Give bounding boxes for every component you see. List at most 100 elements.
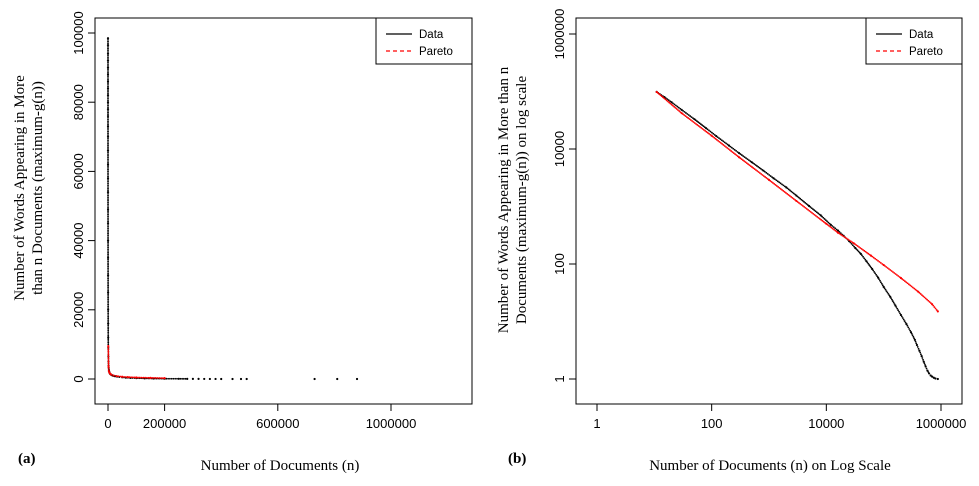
point-data-a — [107, 158, 109, 161]
point-data-b — [745, 157, 747, 160]
point-pareto-a — [110, 373, 113, 376]
point-data-a — [107, 180, 109, 183]
point-data-b — [891, 298, 893, 301]
point-data-a — [107, 39, 109, 41]
point-pareto-a — [107, 360, 110, 363]
point-data-a — [107, 175, 109, 178]
point-data-a — [182, 377, 185, 380]
point-data-a — [107, 251, 109, 254]
point-data-b — [871, 267, 874, 271]
x-tick-label-b: 10000 — [808, 416, 844, 431]
point-data-a — [107, 104, 109, 107]
point-data-b — [756, 165, 758, 167]
point-data-b — [774, 178, 776, 181]
series-pareto-b — [655, 90, 939, 313]
point-data-b — [733, 148, 736, 151]
point-data-b — [769, 175, 772, 177]
y-tick-label-a: 0 — [71, 375, 86, 382]
point-data-b — [924, 365, 927, 368]
point-data-a — [220, 377, 223, 381]
point-data-a — [107, 224, 109, 226]
point-data-b — [879, 279, 881, 282]
legend-a: Data Pareto — [375, 17, 473, 65]
point-data-a — [107, 165, 109, 168]
point-pareto-a — [125, 376, 127, 378]
point-pareto-b — [854, 243, 856, 246]
point-pareto-b — [919, 293, 922, 295]
point-data-a — [106, 191, 110, 194]
point-data-b — [824, 219, 827, 222]
point-data-b — [766, 173, 769, 175]
point-pareto-b — [842, 235, 845, 238]
point-data-a — [106, 222, 110, 225]
point-data-a — [107, 298, 110, 301]
y-axis-title-b-line-2: Documents (maximum-g(n)) on log scale — [514, 76, 530, 325]
point-data-a — [107, 111, 109, 114]
point-data-b — [772, 177, 775, 180]
point-data-b — [835, 228, 838, 231]
point-data-a — [107, 231, 109, 233]
point-data-b — [690, 116, 693, 119]
point-data-b — [920, 353, 922, 356]
point-pareto-a — [107, 345, 110, 348]
point-data-b — [934, 377, 937, 380]
point-data-a — [107, 173, 109, 176]
legend-label-pareto-b: Pareto — [909, 46, 943, 58]
point-data-b — [801, 199, 804, 202]
point-data-b — [855, 248, 858, 251]
point-pareto-b — [866, 251, 868, 254]
point-data-a — [107, 300, 110, 303]
point-pareto-b — [894, 273, 897, 275]
point-data-a — [106, 163, 110, 166]
point-data-a — [107, 58, 109, 60]
point-data-a — [107, 198, 109, 200]
point-pareto-b — [664, 98, 667, 101]
point-pareto-b — [889, 269, 892, 271]
point-data-a — [107, 291, 110, 294]
y-tick-label-a: 80000 — [71, 84, 86, 120]
point-data-a — [107, 215, 109, 218]
point-data-a — [172, 377, 175, 380]
point-data-b — [850, 242, 853, 245]
y-tick-label-b: 1 — [552, 375, 567, 382]
panel-label-a: (a) — [18, 451, 36, 467]
point-data-a — [107, 334, 110, 337]
point-data-a — [107, 205, 109, 207]
point-data-a — [313, 377, 316, 381]
point-data-a — [107, 270, 109, 273]
point-pareto-b — [867, 252, 870, 255]
point-pareto-b — [785, 192, 787, 194]
point-pareto-b — [813, 213, 816, 216]
point-data-a — [107, 160, 109, 162]
point-data-b — [901, 317, 904, 319]
point-data-b — [915, 343, 919, 347]
point-data-a — [107, 139, 109, 142]
point-data-a — [107, 229, 109, 232]
point-data-a — [184, 377, 187, 380]
point-pareto-b — [841, 234, 844, 237]
point-pareto-b — [727, 148, 730, 150]
point-data-b — [702, 125, 705, 128]
point-pareto-b — [878, 260, 881, 263]
point-pareto-b — [899, 276, 903, 280]
point-data-a — [107, 153, 109, 156]
point-pareto-b — [687, 117, 690, 119]
point-data-b — [792, 192, 795, 195]
point-data-a — [107, 71, 109, 74]
point-data-a — [107, 203, 109, 206]
point-pareto-b — [839, 233, 842, 236]
point-data-a — [107, 103, 109, 105]
point-pareto-b — [674, 106, 677, 109]
point-data-a — [107, 340, 110, 342]
point-data-a — [107, 277, 109, 280]
point-pareto-b — [762, 175, 765, 177]
point-data-b — [675, 104, 677, 107]
point-data-a — [107, 284, 110, 287]
point-data-b — [723, 141, 726, 144]
point-data-b — [677, 106, 680, 109]
point-pareto-b — [809, 210, 812, 213]
point-data-b — [735, 150, 738, 152]
point-data-a — [231, 377, 234, 381]
point-pareto-a — [107, 357, 110, 360]
point-pareto-b — [684, 115, 687, 118]
